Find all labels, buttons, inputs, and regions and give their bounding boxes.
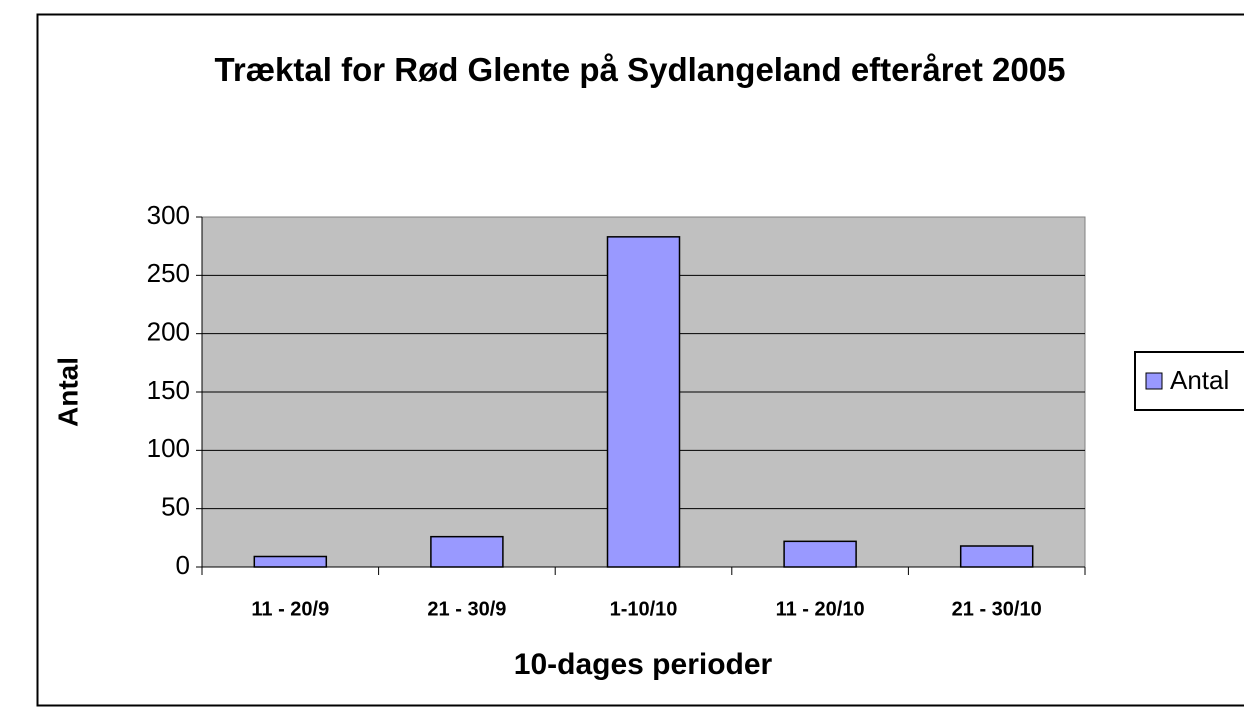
chart-title: Træktal for Rød Glente på Sydlangeland e… [214, 51, 1066, 88]
x-tick-label: 11 - 20/9 [251, 598, 329, 620]
x-tick-label: 21 - 30/10 [952, 598, 1042, 620]
bar [606, 236, 681, 568]
y-tick-label: 150 [147, 375, 190, 405]
y-tick-label: 250 [147, 258, 190, 288]
legend-swatch [1145, 372, 1163, 390]
x-tick-label: 21 - 30/9 [427, 598, 506, 620]
bar [783, 540, 857, 568]
y-tick-label: 200 [147, 317, 190, 347]
bar [253, 555, 328, 568]
x-axis-title: 10-dages perioder [514, 648, 773, 681]
bar [959, 545, 1034, 568]
x-tick-label: 11 - 20/10 [776, 598, 865, 620]
y-tick-label: 100 [147, 433, 190, 463]
y-tick-label: 0 [176, 550, 190, 580]
y-tick-label: 300 [147, 200, 190, 230]
x-tick-label: 1-10/10 [610, 598, 678, 620]
bar [430, 535, 504, 568]
y-axis-title: Antal [52, 357, 83, 427]
legend-label: Antal [1170, 365, 1229, 395]
y-tick-label: 50 [161, 492, 190, 522]
